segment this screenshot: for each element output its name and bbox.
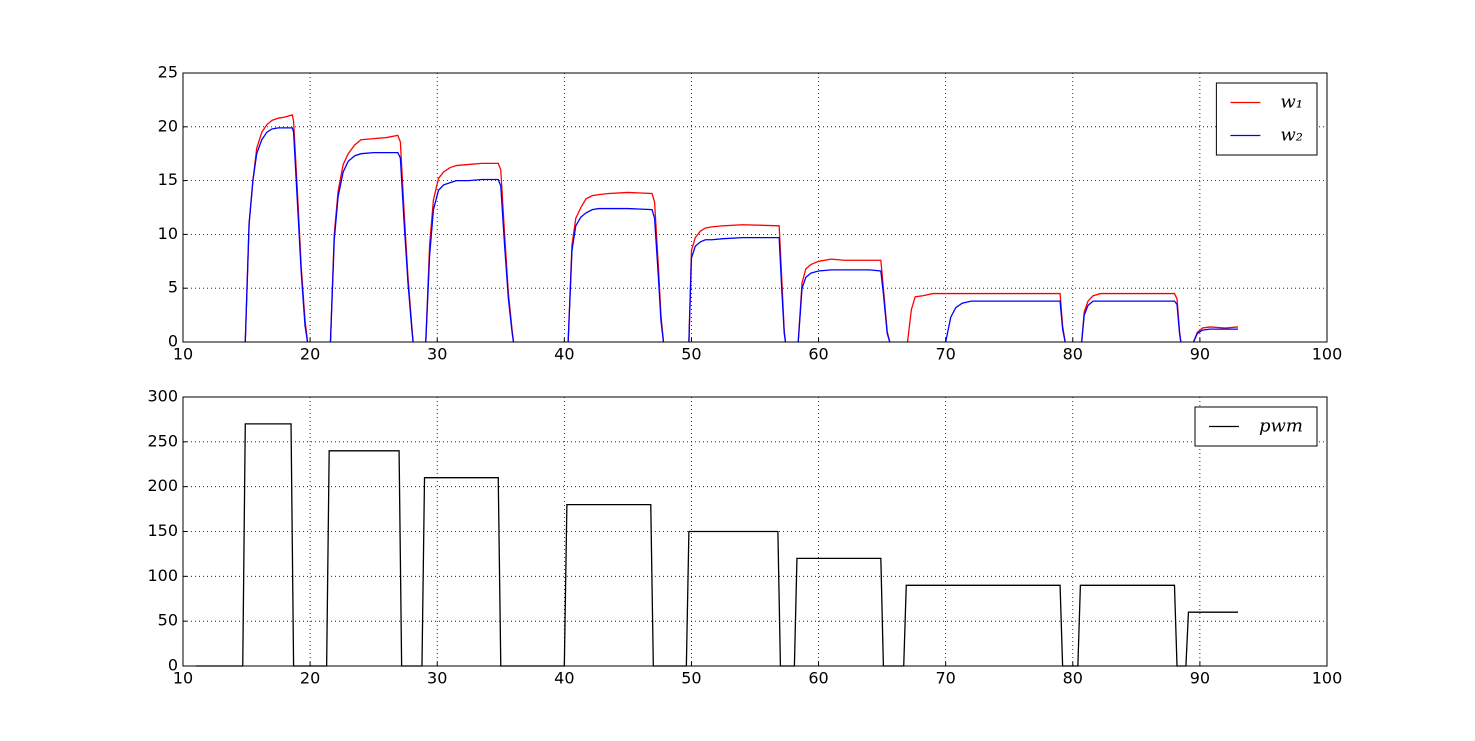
data-line bbox=[244, 114, 1239, 343]
axes-frame bbox=[182, 396, 1328, 667]
legend-label: pwm bbox=[1259, 416, 1303, 437]
x-tick-label: 100 bbox=[1312, 345, 1343, 364]
data-line bbox=[244, 127, 1239, 343]
y-tick-label: 200 bbox=[147, 476, 178, 495]
y-tick-label: 20 bbox=[158, 116, 178, 135]
axes-frame bbox=[182, 72, 1328, 343]
x-tick-label: 50 bbox=[681, 669, 701, 688]
y-tick-label: 10 bbox=[158, 224, 178, 243]
legend-label: w₁ bbox=[1280, 92, 1303, 113]
y-tick-label: 50 bbox=[158, 611, 178, 630]
x-tick-label: 30 bbox=[427, 345, 447, 364]
y-tick-label: 300 bbox=[147, 387, 178, 406]
y-tick-label: 5 bbox=[168, 278, 178, 297]
y-tick-label: 0 bbox=[168, 656, 178, 675]
x-tick-label: 90 bbox=[1190, 669, 1210, 688]
x-tick-label: 80 bbox=[1063, 669, 1083, 688]
x-tick-label: 70 bbox=[935, 669, 955, 688]
x-tick-label: 80 bbox=[1063, 345, 1083, 364]
legend-box bbox=[1215, 82, 1318, 156]
x-tick-label: 20 bbox=[300, 345, 320, 364]
y-tick-label: 250 bbox=[147, 431, 178, 450]
x-tick-label: 60 bbox=[808, 345, 828, 364]
data-line bbox=[195, 423, 1239, 667]
x-tick-label: 30 bbox=[427, 669, 447, 688]
x-tick-label: 10 bbox=[173, 345, 193, 364]
x-tick-label: 100 bbox=[1312, 669, 1343, 688]
x-tick-label: 90 bbox=[1190, 345, 1210, 364]
x-tick-label: 20 bbox=[300, 669, 320, 688]
y-tick-label: 150 bbox=[147, 521, 178, 540]
y-tick-label: 25 bbox=[158, 63, 178, 82]
x-tick-label: 40 bbox=[554, 669, 574, 688]
x-tick-label: 50 bbox=[681, 345, 701, 364]
x-tick-label: 10 bbox=[173, 669, 193, 688]
x-tick-label: 60 bbox=[808, 669, 828, 688]
y-tick-label: 0 bbox=[168, 332, 178, 351]
x-tick-label: 40 bbox=[554, 345, 574, 364]
y-tick-label: 15 bbox=[158, 170, 178, 189]
x-tick-label: 70 bbox=[935, 345, 955, 364]
y-tick-label: 100 bbox=[147, 566, 178, 585]
legend-label: w₂ bbox=[1280, 125, 1303, 146]
